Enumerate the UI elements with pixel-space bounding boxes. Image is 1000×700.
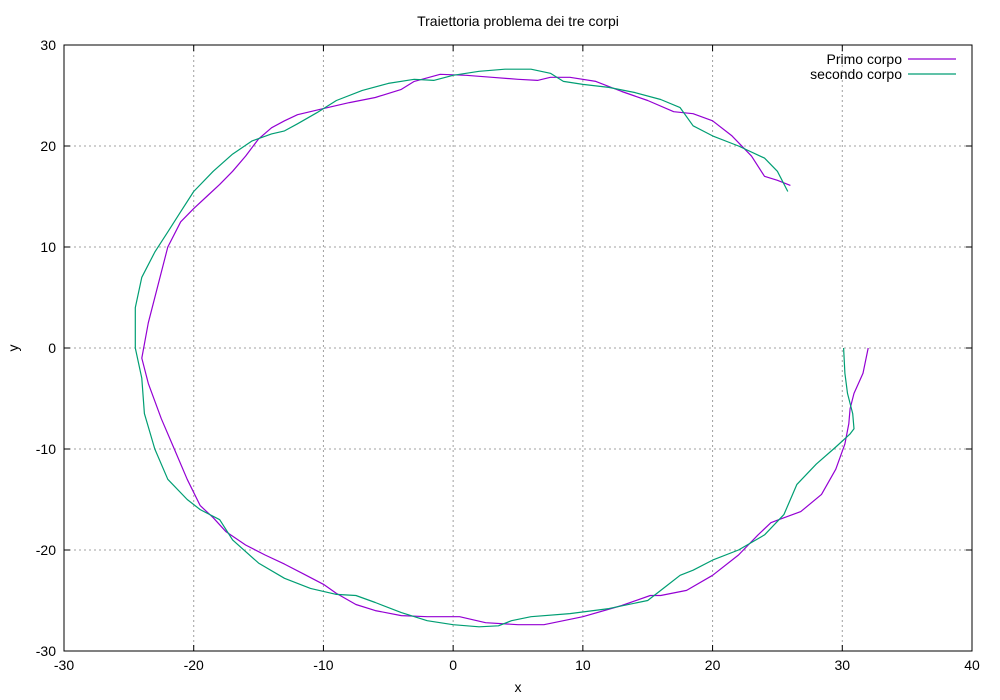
x-tick-label: -10	[313, 657, 333, 673]
y-tick-label: 10	[40, 239, 56, 255]
y-tick-label: -30	[36, 643, 56, 659]
x-tick-label: 40	[964, 657, 980, 673]
x-tick-label: -30	[54, 657, 74, 673]
y-tick-label: -20	[36, 542, 56, 558]
chart-title: Traiettoria problema dei tre corpi	[417, 13, 619, 29]
legend-label-1: Primo corpo	[827, 51, 903, 67]
x-axis-label: x	[515, 679, 522, 695]
y-tick-label: 30	[40, 37, 56, 53]
y-tick-label: 20	[40, 138, 56, 154]
series-line-1	[141, 73, 869, 626]
series-line-2	[134, 68, 855, 628]
grid-lines	[64, 45, 972, 651]
x-tick-label: 0	[449, 657, 457, 673]
y-tick-label: 0	[48, 340, 56, 356]
x-tick-label: 10	[575, 657, 591, 673]
series-lines	[134, 68, 869, 628]
x-tick-label: 30	[834, 657, 850, 673]
x-tick-label: 20	[705, 657, 721, 673]
x-tick-label: -20	[184, 657, 204, 673]
axis-ticks: -30 -20 -10 0 10 20 30 40 -30 -20 -10 0 10 20 30	[36, 37, 980, 673]
legend-label-2: secondo corpo	[810, 66, 902, 82]
y-tick-label: -10	[36, 441, 56, 457]
y-axis-label: y	[5, 345, 21, 352]
